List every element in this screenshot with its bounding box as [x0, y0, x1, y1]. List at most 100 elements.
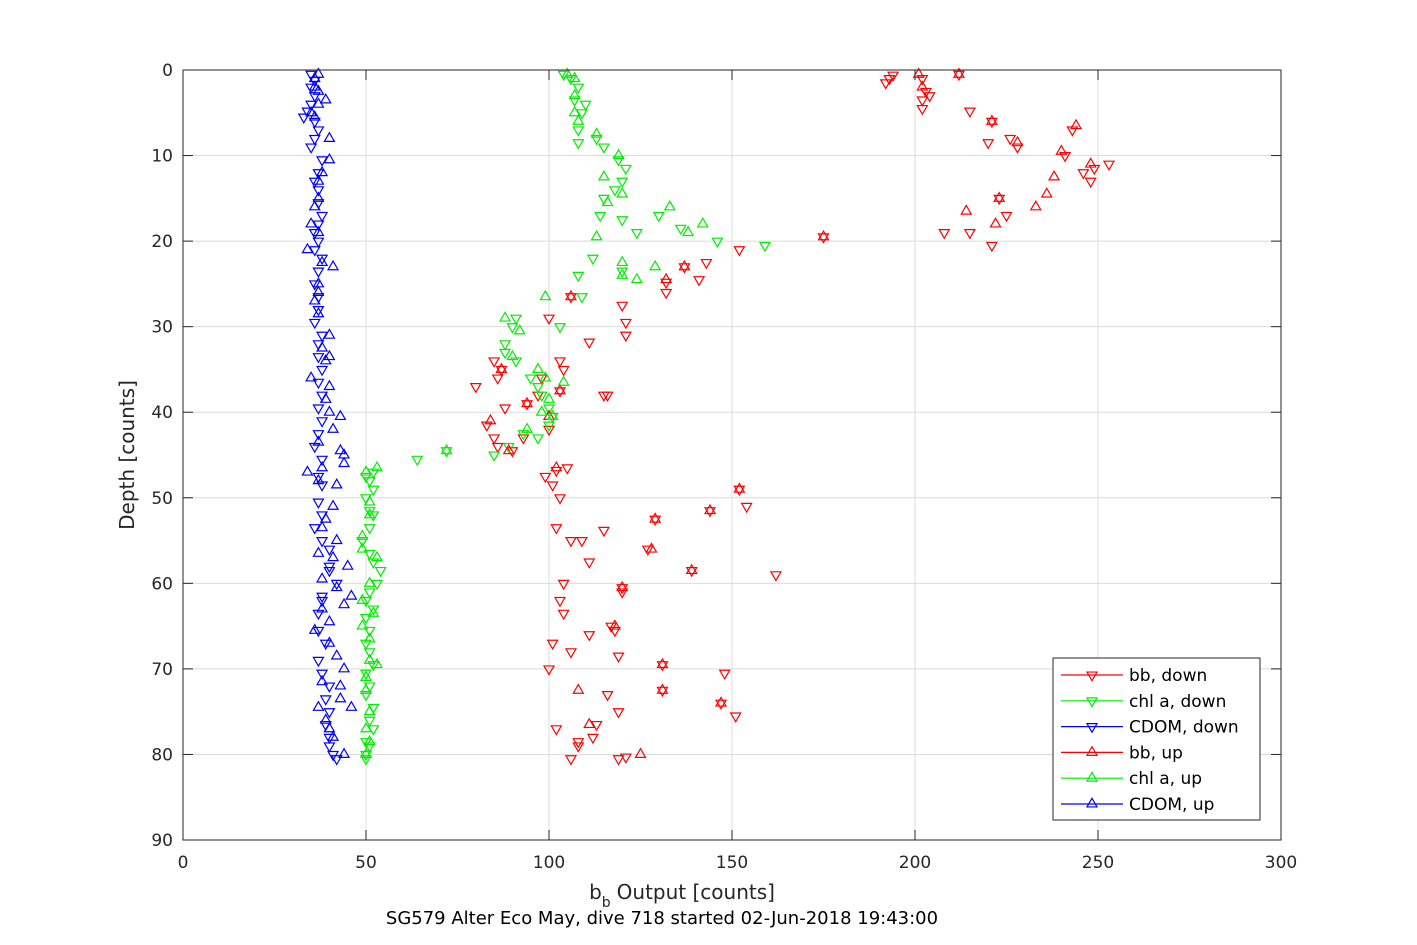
- data-point: [700, 258, 713, 270]
- data-point: [733, 482, 746, 493]
- data-point: [685, 563, 698, 575]
- data-point: [316, 156, 329, 167]
- data-point: [619, 753, 632, 764]
- data-point: [535, 391, 548, 403]
- data-point: [323, 405, 336, 416]
- data-point: [370, 657, 384, 669]
- data-point: [327, 499, 340, 510]
- data-point: [561, 67, 574, 78]
- data-point: [539, 472, 552, 484]
- data-point: [616, 216, 629, 227]
- data-point: [370, 460, 384, 472]
- data-point: [1070, 118, 1083, 130]
- data-point: [312, 656, 325, 668]
- y-tick-label: 0: [162, 61, 173, 81]
- data-point: [542, 314, 556, 326]
- data-point: [616, 267, 629, 278]
- data-point: [938, 229, 951, 240]
- data-point: [586, 733, 599, 745]
- data-point: [359, 669, 373, 681]
- legend-box: [1052, 657, 1261, 821]
- data-point: [952, 67, 965, 78]
- data-point: [363, 588, 376, 599]
- data-point: [985, 117, 998, 129]
- data-point: [575, 109, 588, 120]
- data-point: [656, 661, 669, 672]
- data-point: [334, 691, 347, 703]
- data-point: [316, 254, 329, 266]
- data-point: [356, 537, 369, 548]
- data-point: [597, 170, 610, 181]
- data-point: [312, 285, 325, 296]
- y-tick-label: 90: [151, 831, 173, 851]
- data-point: [879, 79, 892, 90]
- data-point: [338, 747, 351, 758]
- data-point: [993, 194, 1006, 206]
- data-point: [356, 593, 369, 604]
- data-point: [316, 572, 329, 583]
- data-point: [440, 443, 453, 455]
- data-point: [323, 721, 336, 733]
- data-point: [678, 263, 691, 274]
- data-point: [359, 683, 373, 694]
- data-point: [553, 494, 567, 505]
- data-point: [1004, 134, 1017, 146]
- data-point: [656, 683, 669, 694]
- data-point: [887, 71, 900, 83]
- data-point: [616, 187, 629, 198]
- data-point: [323, 742, 336, 753]
- x-tick-label: 100: [533, 853, 565, 873]
- data-point: [704, 507, 717, 518]
- series-bb-up: [484, 67, 1097, 758]
- data-point: [502, 443, 515, 455]
- data-point: [330, 580, 343, 592]
- data-point: [308, 623, 321, 634]
- data-point: [572, 683, 585, 694]
- data-point: [674, 224, 687, 236]
- data-point: [916, 104, 929, 116]
- axis-ticks: 0 50 100 150 200 250 300 0 10 20 30 40 50 60 70 80 90: [151, 61, 1297, 873]
- data-point: [989, 217, 1002, 228]
- data-point: [319, 353, 332, 365]
- data-point: [521, 396, 534, 408]
- data-point: [363, 632, 376, 643]
- data-point: [542, 425, 556, 437]
- data-point: [327, 422, 340, 433]
- data-point: [660, 278, 673, 290]
- data-point: [985, 114, 998, 125]
- data-point: [521, 400, 534, 411]
- data-point: [630, 229, 643, 240]
- data-point: [1055, 144, 1068, 155]
- data-point: [316, 602, 329, 613]
- data-point: [367, 511, 380, 522]
- data-point: [312, 306, 325, 317]
- data-point: [297, 113, 310, 124]
- data-point: [601, 391, 614, 403]
- data-point: [513, 324, 526, 335]
- data-point: [312, 67, 325, 78]
- data-point: [616, 177, 629, 189]
- data-point: [758, 241, 771, 253]
- data-point: [312, 472, 325, 484]
- y-tick-label: 50: [151, 489, 173, 509]
- data-point: [572, 114, 585, 125]
- data-point: [323, 708, 336, 719]
- data-point: [316, 417, 329, 428]
- data-point: [594, 211, 607, 223]
- data-point: [685, 566, 698, 578]
- data-point: [356, 529, 369, 540]
- data-point: [305, 371, 318, 382]
- data-point: [345, 700, 358, 711]
- y-tick-label: 30: [151, 318, 173, 338]
- legend-entry-label: CDOM, down: [1129, 718, 1239, 738]
- data-point: [572, 83, 585, 95]
- data-point: [634, 747, 647, 758]
- data-point: [308, 199, 321, 211]
- data-point: [550, 524, 563, 535]
- data-point: [535, 405, 548, 416]
- data-point: [612, 708, 625, 719]
- data-point: [488, 434, 501, 445]
- data-point: [729, 712, 742, 723]
- data-point: [704, 503, 717, 515]
- data-point: [597, 526, 610, 538]
